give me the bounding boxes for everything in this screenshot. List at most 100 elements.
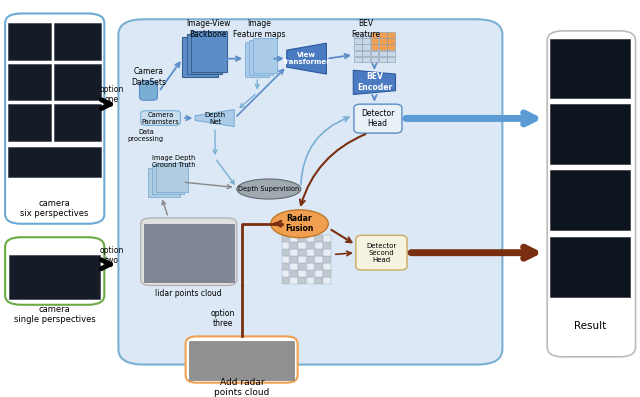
Bar — [323, 277, 331, 283]
Bar — [189, 341, 294, 380]
Bar — [323, 270, 331, 277]
Bar — [282, 270, 289, 277]
Text: View
Transformer: View Transformer — [282, 52, 331, 65]
Bar — [307, 242, 314, 249]
Polygon shape — [195, 110, 234, 127]
FancyBboxPatch shape — [547, 31, 636, 357]
Bar — [290, 263, 298, 270]
Bar — [298, 256, 306, 263]
Bar — [9, 254, 100, 299]
Bar — [315, 270, 323, 277]
Bar — [387, 32, 395, 38]
FancyBboxPatch shape — [5, 13, 104, 224]
Bar — [290, 235, 298, 242]
Text: Detector
Head: Detector Head — [361, 109, 394, 128]
Text: BEV
Encoder: BEV Encoder — [356, 73, 392, 92]
Bar — [298, 263, 306, 270]
Bar — [148, 168, 180, 197]
Bar — [379, 50, 387, 56]
FancyBboxPatch shape — [141, 218, 237, 285]
Bar — [282, 249, 289, 256]
Bar — [379, 38, 387, 44]
Text: camera
single perspectives: camera single perspectives — [13, 305, 95, 324]
Bar — [362, 57, 370, 62]
Text: Depth Supervision: Depth Supervision — [238, 186, 300, 192]
Bar — [290, 270, 298, 277]
Text: option
two: option two — [99, 246, 124, 265]
Bar — [307, 249, 314, 256]
Text: Image Depth
Ground Truth: Image Depth Ground Truth — [152, 155, 196, 168]
Bar — [298, 242, 306, 249]
Bar — [290, 256, 298, 263]
Bar — [191, 31, 227, 72]
Bar — [315, 235, 323, 242]
Bar — [8, 104, 51, 141]
Text: Camera
Paramsters: Camera Paramsters — [142, 112, 179, 125]
Bar — [182, 37, 218, 77]
Bar — [282, 263, 289, 270]
Bar — [362, 44, 370, 50]
Bar — [387, 57, 395, 62]
Bar — [8, 23, 51, 60]
Bar — [315, 242, 323, 249]
Text: Radar
Fusion: Radar Fusion — [285, 214, 314, 233]
Bar — [144, 224, 234, 281]
Bar — [550, 39, 630, 98]
Bar — [307, 256, 314, 263]
Bar — [282, 242, 289, 249]
Bar — [354, 57, 362, 62]
Bar — [282, 256, 289, 263]
Text: Data
processing: Data processing — [128, 129, 164, 141]
Bar — [323, 249, 331, 256]
Bar — [379, 57, 387, 62]
Bar — [298, 249, 306, 256]
Bar — [315, 249, 323, 256]
Bar — [249, 40, 273, 75]
Bar — [550, 104, 630, 164]
Bar — [54, 23, 101, 60]
Polygon shape — [353, 70, 396, 94]
Bar — [323, 256, 331, 263]
Bar — [253, 38, 277, 73]
Bar — [387, 38, 395, 44]
Bar — [379, 44, 387, 50]
Bar — [307, 277, 314, 283]
Bar — [54, 64, 101, 100]
Ellipse shape — [237, 179, 301, 199]
FancyBboxPatch shape — [140, 81, 157, 100]
Bar — [371, 57, 378, 62]
Text: option
one: option one — [99, 85, 124, 104]
Text: Depth
Net: Depth Net — [204, 112, 226, 125]
Text: Add radar
points cloud: Add radar points cloud — [214, 378, 269, 397]
FancyBboxPatch shape — [118, 19, 502, 364]
Bar — [152, 166, 184, 195]
Text: camera
six perspectives: camera six perspectives — [20, 198, 88, 218]
Bar — [282, 235, 289, 242]
Polygon shape — [287, 43, 326, 74]
Bar — [323, 242, 331, 249]
Bar — [362, 50, 370, 56]
Text: option
three: option three — [211, 308, 235, 328]
FancyBboxPatch shape — [186, 336, 298, 383]
Bar — [290, 277, 298, 283]
Bar — [354, 50, 362, 56]
Text: Result: Result — [574, 321, 606, 331]
Bar — [8, 146, 101, 177]
FancyBboxPatch shape — [141, 111, 180, 125]
Bar — [387, 50, 395, 56]
Bar — [323, 263, 331, 270]
FancyBboxPatch shape — [5, 237, 104, 305]
Bar — [187, 34, 222, 75]
Text: Camera
DataSets: Camera DataSets — [132, 67, 166, 87]
Bar — [362, 32, 370, 38]
Text: BEV
Feature: BEV Feature — [351, 19, 381, 39]
Bar — [371, 50, 378, 56]
Bar — [307, 270, 314, 277]
Text: lidar points cloud: lidar points cloud — [156, 289, 222, 298]
Bar — [371, 32, 378, 38]
Bar — [307, 235, 314, 242]
Bar — [371, 44, 378, 50]
Ellipse shape — [271, 210, 328, 238]
Text: Image
Feature maps: Image Feature maps — [233, 19, 285, 39]
Bar — [354, 38, 362, 44]
